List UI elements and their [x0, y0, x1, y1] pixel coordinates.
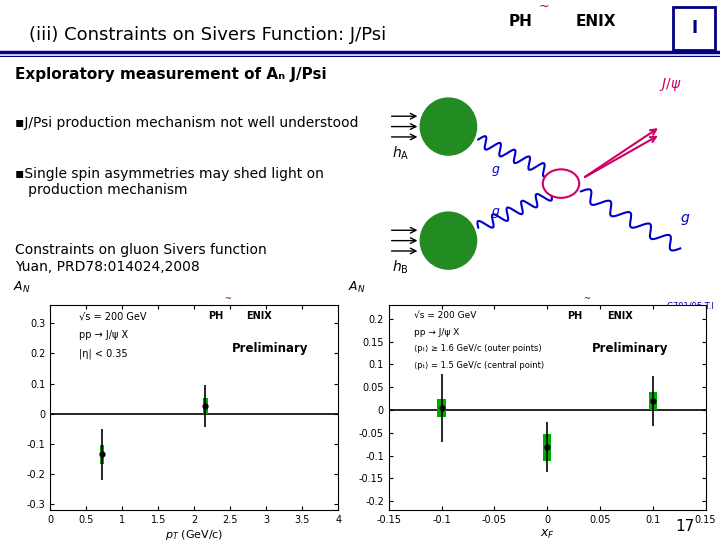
Text: (iii) Constraints on Sivers Function: J/Psi: (iii) Constraints on Sivers Function: J/…: [29, 26, 386, 44]
Text: ENIX: ENIX: [608, 311, 633, 321]
Text: Preliminary: Preliminary: [232, 342, 308, 355]
Text: pp → J/ψ X: pp → J/ψ X: [414, 328, 459, 336]
Text: √s = 200 GeV: √s = 200 GeV: [79, 311, 147, 321]
Text: $A_N$: $A_N$: [348, 280, 365, 295]
Text: Constraints on gluon Sivers function
Yuan, PRD78:014024,2008: Constraints on gluon Sivers function Yua…: [15, 244, 267, 274]
Text: ENIX: ENIX: [246, 311, 272, 321]
Bar: [203, 398, 207, 415]
Text: PH: PH: [567, 311, 582, 321]
Text: Preliminary: Preliminary: [592, 342, 668, 355]
Text: ▪Single spin asymmetries may shed light on
   production mechanism: ▪Single spin asymmetries may shed light …: [15, 167, 324, 198]
Text: $A_N$: $A_N$: [13, 280, 30, 295]
Circle shape: [543, 170, 579, 198]
Text: pp → J/ψ X: pp → J/ψ X: [79, 330, 128, 340]
Bar: [649, 392, 657, 409]
Text: g: g: [680, 212, 689, 226]
Text: g: g: [492, 205, 500, 218]
Text: 17: 17: [675, 518, 695, 534]
Text: Exploratory measurement of Aₙ J/Psi: Exploratory measurement of Aₙ J/Psi: [15, 66, 327, 82]
Text: √s = 200 GeV: √s = 200 GeV: [414, 311, 477, 320]
Text: PH: PH: [509, 14, 533, 29]
Text: ⟨pₜ⟩ ≥ 1.6 GeV/c (outer points): ⟨pₜ⟩ ≥ 1.6 GeV/c (outer points): [414, 344, 541, 353]
Bar: [100, 444, 104, 464]
Ellipse shape: [420, 212, 477, 269]
Text: |η| < 0.35: |η| < 0.35: [79, 348, 128, 359]
Text: PH: PH: [208, 311, 223, 321]
Bar: [543, 434, 552, 461]
X-axis label: $p_T$ (GeV/c): $p_T$ (GeV/c): [165, 528, 224, 540]
Text: ▪J/Psi production mechanism not well understood: ▪J/Psi production mechanism not well und…: [15, 116, 359, 130]
Text: ~: ~: [583, 294, 590, 303]
X-axis label: $x_F$: $x_F$: [540, 528, 554, 540]
FancyBboxPatch shape: [673, 7, 715, 50]
Text: I: I: [691, 19, 697, 37]
Bar: [437, 399, 446, 417]
Text: $h_{\rm B}$: $h_{\rm B}$: [392, 259, 409, 276]
Text: ~: ~: [224, 294, 231, 303]
Ellipse shape: [420, 98, 477, 155]
Text: $J/\psi$: $J/\psi$: [659, 76, 682, 93]
Text: $h_{\rm A}$: $h_{\rm A}$: [392, 145, 410, 162]
Text: C701/95 T.I: C701/95 T.I: [667, 302, 714, 310]
Text: ~: ~: [539, 1, 549, 14]
Text: ENIX: ENIX: [576, 14, 616, 29]
Text: ⟨pₜ⟩ = 1.5 GeV/c (central point): ⟨pₜ⟩ = 1.5 GeV/c (central point): [414, 361, 544, 369]
Text: g: g: [492, 163, 500, 176]
